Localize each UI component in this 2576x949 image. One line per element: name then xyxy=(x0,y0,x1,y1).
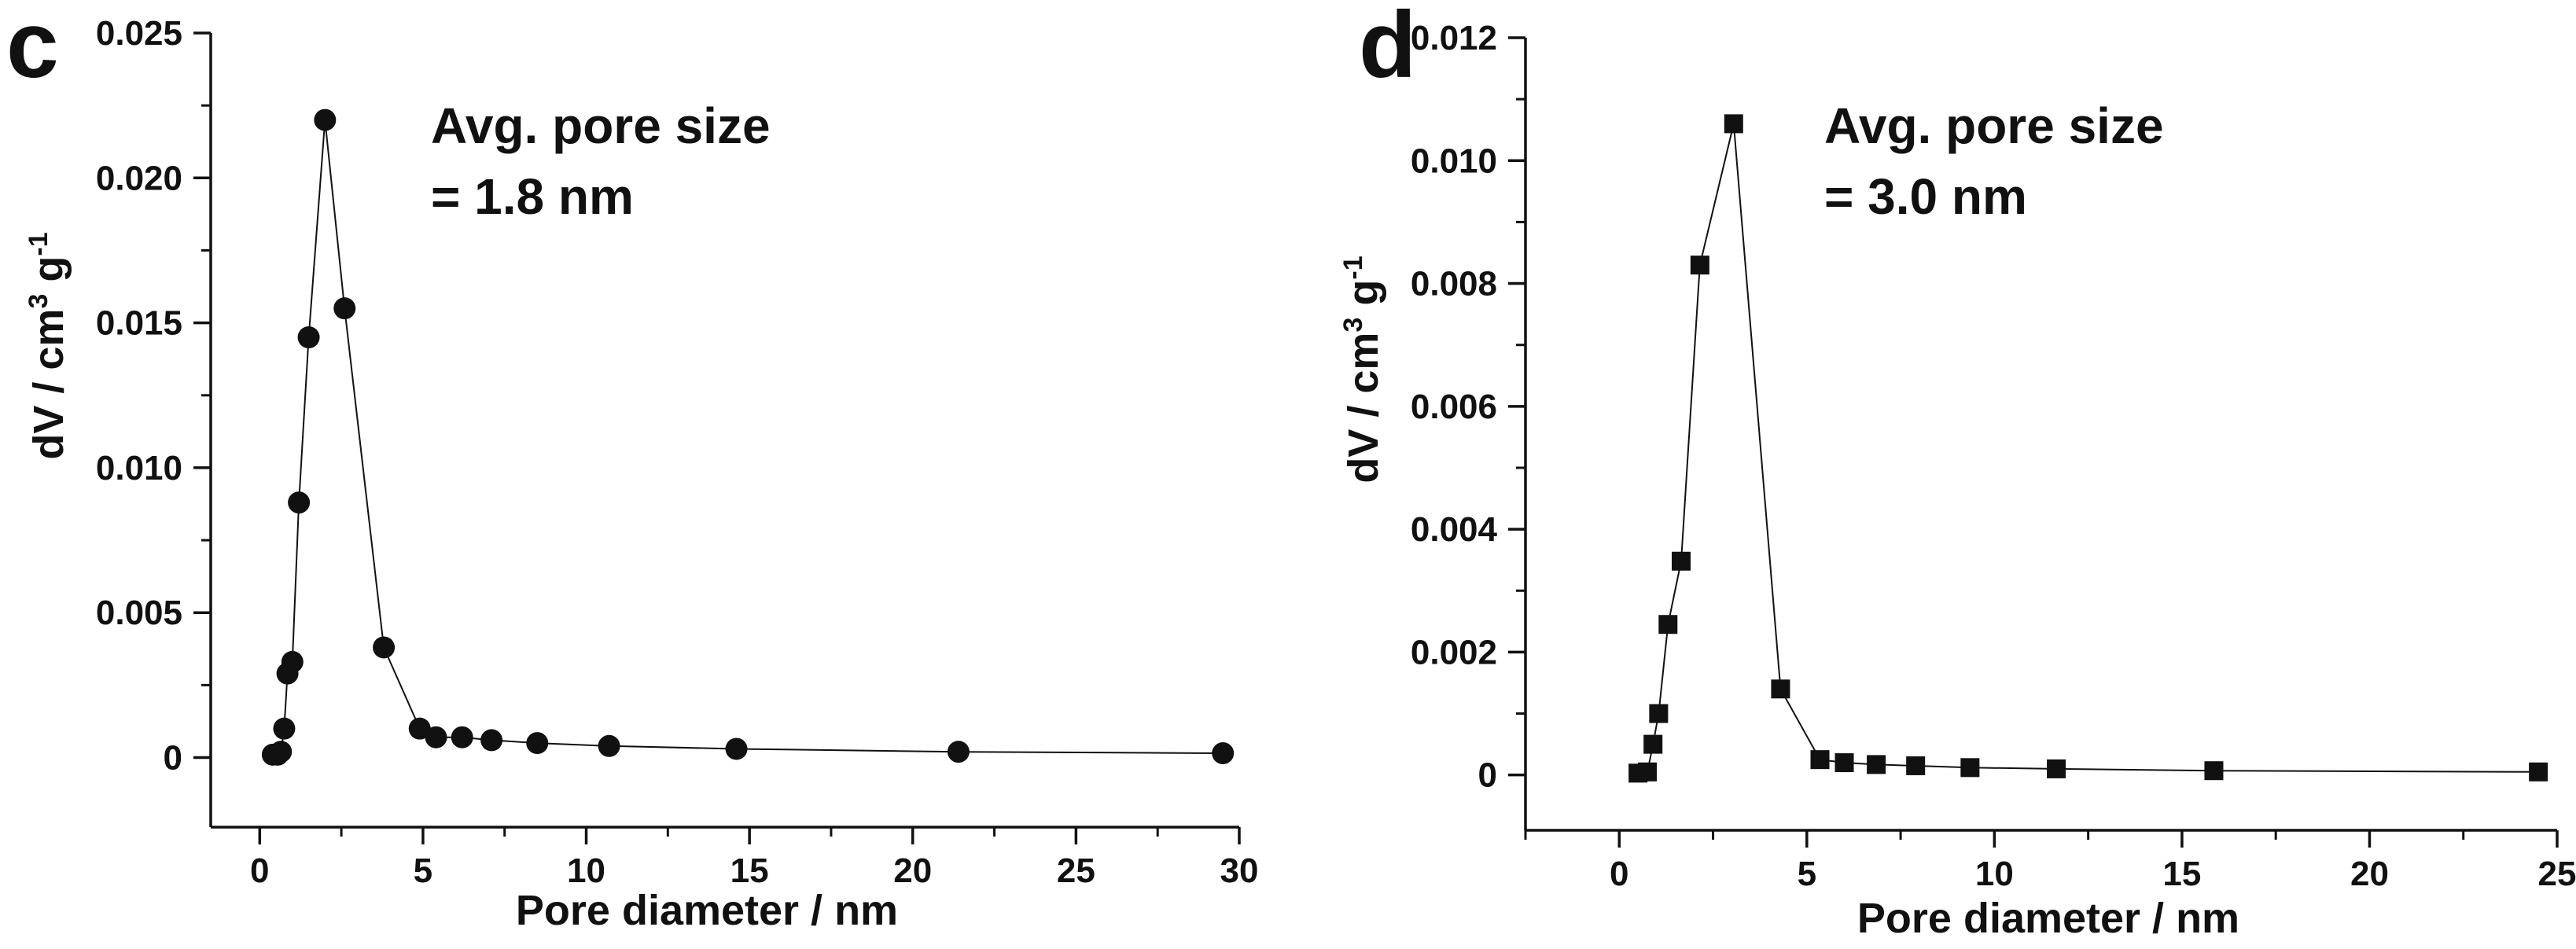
x-tick-label: 5 xyxy=(414,852,432,890)
y-axis-label-sup-inverse: -1 xyxy=(1338,256,1368,279)
y-tick-label: 0.008 xyxy=(1411,265,1497,303)
data-point xyxy=(2204,761,2224,781)
data-point xyxy=(1867,755,1886,774)
data-point xyxy=(451,726,473,749)
y-tick-label: 0.010 xyxy=(96,449,182,487)
y-tick-label: 0 xyxy=(1478,756,1497,795)
series-line xyxy=(1637,123,2539,774)
y-tick-label: 0.015 xyxy=(96,304,182,343)
annotation-line-1: Avg. pore size xyxy=(1824,97,2164,154)
x-tick-label: 20 xyxy=(893,852,932,890)
data-point xyxy=(273,717,296,740)
data-point xyxy=(1771,679,1790,699)
y-axis-label-main: dV / cm xyxy=(1340,333,1387,484)
data-point xyxy=(1658,615,1678,635)
data-point xyxy=(1906,756,1926,775)
y-axis-label-main: dV / cm xyxy=(25,309,72,460)
data-point xyxy=(1671,551,1691,571)
data-point xyxy=(480,729,503,752)
data-series xyxy=(1628,114,2548,783)
axis-ticks: 0 0.005 0.010 0.015 0.020 0.025 0 5 10 15 20 25 30 xyxy=(96,14,1259,890)
annotation-line-2: = 1.8 nm xyxy=(431,168,634,225)
data-point xyxy=(947,741,970,763)
y-tick-label: 0.006 xyxy=(1411,388,1497,426)
data-point xyxy=(270,741,293,763)
axis-ticks: 0 0.002 0.004 0.006 0.008 0.010 0.012 0 5 10 15 20 2… xyxy=(1411,19,2576,893)
data-point xyxy=(2529,762,2548,782)
data-point xyxy=(1834,753,1854,773)
data-series xyxy=(261,109,1235,766)
data-point xyxy=(1212,742,1235,765)
panel-label-c: c xyxy=(6,0,59,97)
y-axis-label-unit: g xyxy=(1340,280,1387,318)
data-point xyxy=(2047,759,2066,778)
axes xyxy=(1524,38,2557,832)
y-axis-label-sup-inverse: -1 xyxy=(24,232,53,256)
data-point xyxy=(1638,762,1658,782)
data-point xyxy=(288,491,311,514)
axes xyxy=(209,33,1239,829)
y-axis-label: dV / cm3 g-1 xyxy=(24,232,72,459)
x-tick-label: 15 xyxy=(2162,855,2201,893)
data-point xyxy=(425,726,447,749)
data-point xyxy=(725,737,748,760)
y-tick-label: 0.012 xyxy=(1411,19,1497,57)
x-tick-label: 25 xyxy=(1057,852,1095,890)
x-tick-label: 25 xyxy=(2538,855,2576,893)
y-tick-label: 0.025 xyxy=(96,14,182,53)
x-tick-label: 10 xyxy=(567,852,605,890)
data-point xyxy=(526,732,549,755)
x-tick-label: 20 xyxy=(2350,855,2389,893)
data-point xyxy=(297,326,320,349)
y-tick-label: 0.020 xyxy=(96,159,182,197)
x-axis-label: Pore diameter / nm xyxy=(516,887,898,934)
x-tick-label: 15 xyxy=(730,852,769,890)
chart-panel-d: d Avg. pore size = 3.0 nm 0 0.002 0.004 0.0… xyxy=(1338,0,2576,942)
data-point xyxy=(1649,704,1669,723)
annotation-line-2: = 3.0 nm xyxy=(1824,168,2027,225)
y-tick-label: 0 xyxy=(164,739,182,778)
data-point xyxy=(1810,750,1830,770)
x-tick-label: 0 xyxy=(1610,855,1628,893)
x-tick-label: 0 xyxy=(250,852,269,890)
data-point xyxy=(598,734,620,757)
data-point xyxy=(1643,734,1663,754)
data-point xyxy=(373,636,396,659)
y-axis-label-sup-cubic: 3 xyxy=(1338,318,1368,333)
y-axis-label: dV / cm3 g-1 xyxy=(1338,256,1387,483)
y-tick-label: 0.005 xyxy=(96,594,182,632)
x-tick-label: 10 xyxy=(1975,855,2014,893)
data-point xyxy=(314,109,337,131)
data-point xyxy=(333,297,356,320)
x-tick-label: 5 xyxy=(1798,855,1816,893)
chart-panel-c: c Avg. pore size = 1.8 nm 0 0.005 0.010 0.0… xyxy=(6,0,1258,934)
y-tick-label: 0.004 xyxy=(1411,510,1498,549)
data-point xyxy=(408,717,431,740)
data-point xyxy=(1724,114,1743,134)
data-point xyxy=(1960,758,1980,778)
y-axis-label-unit: g xyxy=(25,256,72,294)
y-tick-label: 0.002 xyxy=(1411,633,1497,671)
y-tick-label: 0.010 xyxy=(1411,142,1497,180)
annotation-line-1: Avg. pore size xyxy=(431,97,771,154)
panel-label-d: d xyxy=(1359,0,1416,97)
x-axis-label: Pore diameter / nm xyxy=(1857,895,2239,942)
data-point xyxy=(281,650,304,673)
x-tick-label: 30 xyxy=(1220,852,1259,890)
y-axis-label-sup-cubic: 3 xyxy=(24,294,53,309)
series-line xyxy=(272,120,1224,756)
data-point xyxy=(1690,256,1709,275)
